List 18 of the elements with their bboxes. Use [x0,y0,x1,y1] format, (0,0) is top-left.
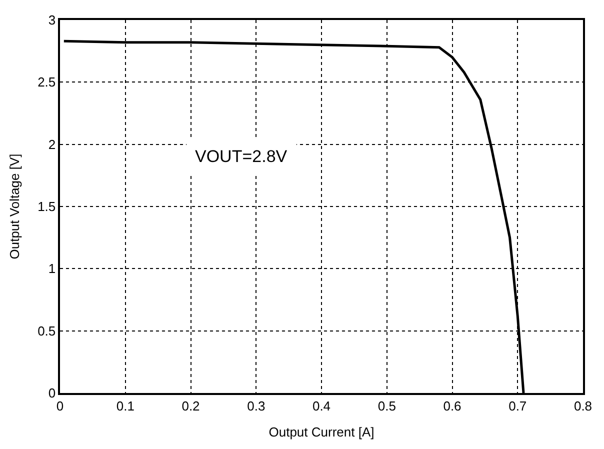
y-tick-label: 2 [48,136,56,152]
y-axis-title: Output Voltage [V] [7,154,22,260]
x-tick-label: 0.3 [247,398,266,414]
y-tick-label: 2.5 [38,74,56,90]
x-tick-label: 0.2 [182,398,200,414]
x-tick-label: 0.6 [443,398,462,414]
x-tick-label: 0.8 [574,398,592,414]
y-tick-label: 0 [48,386,56,401]
y-tick-label: 1.5 [38,199,56,214]
y-tick-label: 0.5 [38,323,56,338]
x-tick-label: 0.4 [312,398,331,414]
x-tick-label: 0.1 [116,398,134,414]
y-tick-label: 3 [48,12,56,28]
y-tick-label: 1 [48,261,56,276]
annotation: VOUT=2.8V [195,147,288,166]
x-tick-label: 0.5 [378,398,396,414]
x-tick-label: 0.7 [508,398,527,414]
x-axis-title: Output Current [A] [268,424,374,440]
